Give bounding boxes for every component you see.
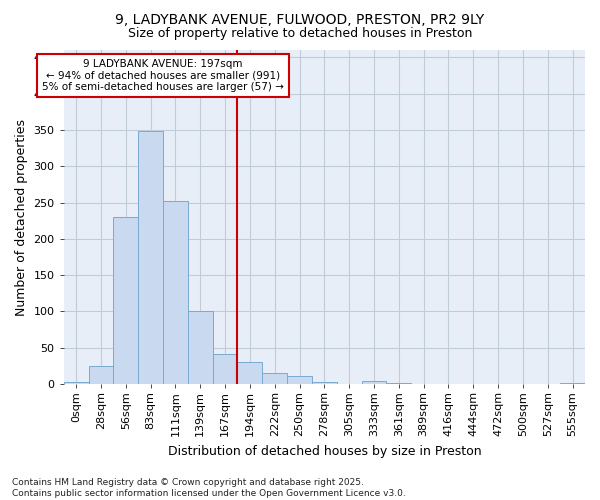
Bar bbox=[262, 373, 287, 384]
Bar bbox=[138, 132, 163, 384]
Bar bbox=[560, 382, 585, 384]
Text: Size of property relative to detached houses in Preston: Size of property relative to detached ho… bbox=[128, 28, 472, 40]
Bar bbox=[312, 382, 337, 384]
Bar bbox=[89, 366, 113, 384]
Bar bbox=[64, 382, 89, 384]
Bar bbox=[188, 312, 212, 384]
Bar bbox=[113, 217, 138, 384]
Bar bbox=[163, 201, 188, 384]
Y-axis label: Number of detached properties: Number of detached properties bbox=[15, 118, 28, 316]
X-axis label: Distribution of detached houses by size in Preston: Distribution of detached houses by size … bbox=[167, 444, 481, 458]
Bar bbox=[238, 362, 262, 384]
Text: 9, LADYBANK AVENUE, FULWOOD, PRESTON, PR2 9LY: 9, LADYBANK AVENUE, FULWOOD, PRESTON, PR… bbox=[115, 12, 485, 26]
Bar bbox=[386, 382, 411, 384]
Bar bbox=[287, 376, 312, 384]
Text: Contains HM Land Registry data © Crown copyright and database right 2025.
Contai: Contains HM Land Registry data © Crown c… bbox=[12, 478, 406, 498]
Bar bbox=[362, 381, 386, 384]
Bar bbox=[212, 354, 238, 384]
Text: 9 LADYBANK AVENUE: 197sqm
← 94% of detached houses are smaller (991)
5% of semi-: 9 LADYBANK AVENUE: 197sqm ← 94% of detac… bbox=[42, 58, 284, 92]
